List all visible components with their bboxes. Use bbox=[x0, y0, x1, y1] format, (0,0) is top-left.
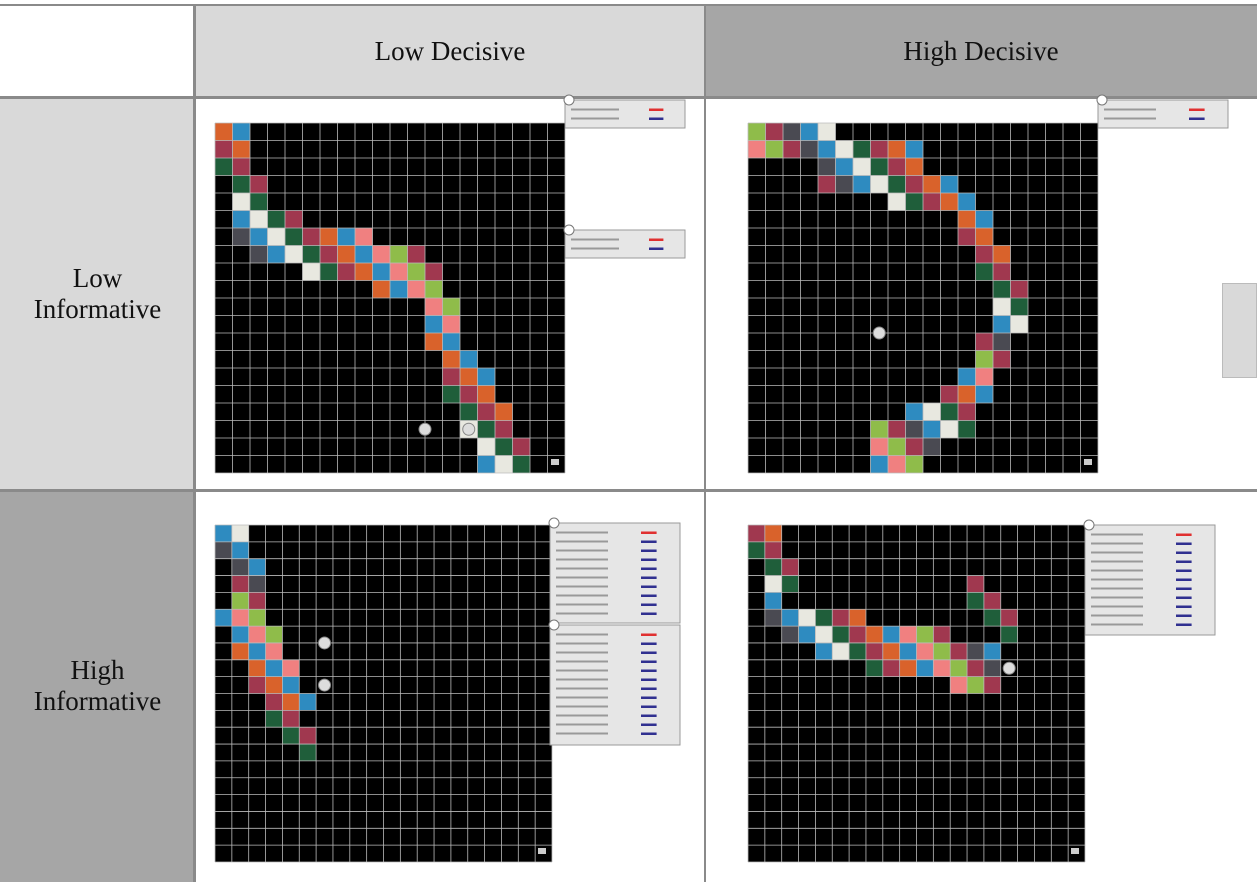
terrain-tile bbox=[917, 643, 934, 660]
terrain-tile bbox=[984, 609, 1001, 626]
panel-value bbox=[1176, 588, 1192, 591]
panel-text bbox=[1091, 579, 1143, 581]
terrain-tile bbox=[815, 626, 832, 643]
terrain-tile bbox=[765, 609, 782, 626]
panel-value bbox=[1176, 606, 1192, 609]
panel-text bbox=[1091, 624, 1143, 626]
panel-value bbox=[1176, 543, 1192, 546]
panel-text bbox=[1091, 534, 1143, 536]
terrain-tile bbox=[900, 626, 917, 643]
terrain-tile bbox=[967, 677, 984, 694]
terrain-tile bbox=[984, 660, 1001, 677]
terrain-tile bbox=[782, 559, 799, 576]
terrain-tile bbox=[883, 626, 900, 643]
terrain-tile bbox=[782, 626, 799, 643]
terrain-tile bbox=[849, 609, 866, 626]
page: {"table": {"columns": ["Low Decisive", "… bbox=[0, 0, 1257, 882]
terrain-tile bbox=[917, 660, 934, 677]
terrain-tile bbox=[832, 609, 849, 626]
terrain-tile bbox=[782, 609, 799, 626]
terrain-tile bbox=[832, 643, 849, 660]
terrain-tile bbox=[849, 643, 866, 660]
terrain-tile bbox=[748, 542, 765, 559]
terrain-tile bbox=[984, 592, 1001, 609]
panel-text bbox=[1091, 552, 1143, 554]
terrain-tile bbox=[832, 626, 849, 643]
terrain-tile bbox=[984, 677, 1001, 694]
terrain-tile bbox=[900, 660, 917, 677]
terrain-tile bbox=[883, 660, 900, 677]
terrain-tile bbox=[1001, 626, 1018, 643]
terrain-tile bbox=[933, 626, 950, 643]
terrain-tile bbox=[765, 592, 782, 609]
terrain-tile bbox=[815, 609, 832, 626]
terrain-tile bbox=[1001, 609, 1018, 626]
panel-value bbox=[1176, 597, 1192, 600]
panel-value bbox=[1176, 534, 1192, 537]
robot-icon bbox=[1071, 848, 1079, 854]
terrain-tile bbox=[933, 643, 950, 660]
terrain-tile bbox=[765, 576, 782, 593]
map bbox=[0, 0, 1257, 882]
terrain-tile bbox=[917, 626, 934, 643]
panel-text bbox=[1091, 597, 1143, 599]
terrain-tile bbox=[849, 626, 866, 643]
terrain-tile bbox=[950, 677, 967, 694]
terrain-tile bbox=[883, 643, 900, 660]
terrain-tile bbox=[866, 626, 883, 643]
panel-value bbox=[1176, 570, 1192, 573]
terrain-tile bbox=[765, 542, 782, 559]
terrain-tile bbox=[933, 660, 950, 677]
panel-value bbox=[1176, 624, 1192, 627]
terrain-tile bbox=[765, 525, 782, 542]
terrain-tile bbox=[900, 643, 917, 660]
panel-value bbox=[1176, 615, 1192, 618]
path-marker bbox=[1003, 662, 1015, 674]
terrain-tile bbox=[765, 559, 782, 576]
panel-badge bbox=[1084, 520, 1094, 530]
terrain-tile bbox=[782, 576, 799, 593]
terrain-tile bbox=[950, 660, 967, 677]
panel-text bbox=[1091, 561, 1143, 563]
panel-text bbox=[1091, 543, 1143, 545]
terrain-tile bbox=[984, 643, 1001, 660]
terrain-tile bbox=[748, 525, 765, 542]
panel-value bbox=[1176, 561, 1192, 564]
terrain-tile bbox=[967, 592, 984, 609]
terrain-tile bbox=[866, 643, 883, 660]
terrain-tile bbox=[950, 643, 967, 660]
terrain-tile bbox=[967, 643, 984, 660]
panel-value bbox=[1176, 579, 1192, 582]
terrain-tile bbox=[799, 609, 816, 626]
panel-text bbox=[1091, 606, 1143, 608]
terrain-tile bbox=[815, 643, 832, 660]
terrain-tile bbox=[799, 626, 816, 643]
terrain-tile bbox=[967, 576, 984, 593]
panel-text bbox=[1091, 570, 1143, 572]
panel-value bbox=[1176, 552, 1192, 555]
terrain-tile bbox=[866, 660, 883, 677]
panel-text bbox=[1091, 615, 1143, 617]
terrain-tile bbox=[967, 660, 984, 677]
panel-text bbox=[1091, 588, 1143, 590]
